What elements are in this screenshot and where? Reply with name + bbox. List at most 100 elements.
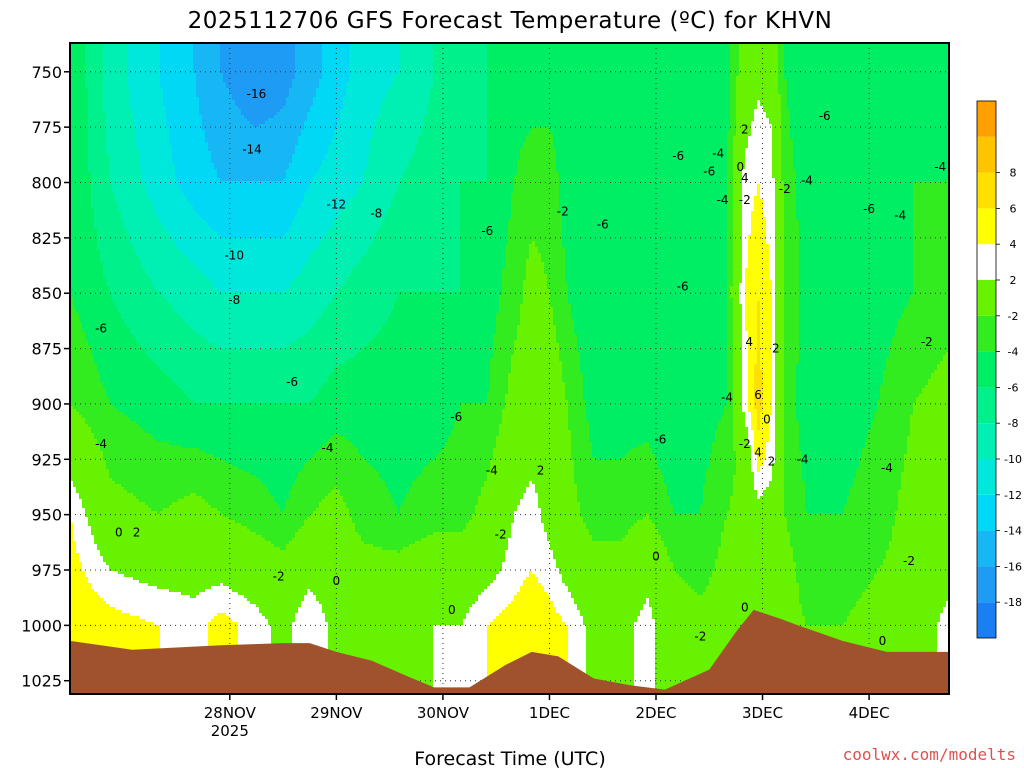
temperature-cell [562,583,566,623]
temperature-cell [856,469,860,602]
temperature-cell [472,403,476,515]
temperature-cell [640,610,644,694]
temperature-cell [172,310,176,383]
temperature-cell [268,118,272,182]
temperature-cell [106,286,110,398]
temperature-cell [439,625,443,694]
temperature-cell [94,439,98,545]
y-tick-label: 800 [31,174,62,193]
contour-label: -6 [286,375,298,389]
temperature-cell [544,43,548,128]
temperature-cell [505,550,509,608]
temperature-cell [457,412,461,533]
temperature-cell [358,262,362,353]
temperature-cell [757,472,761,500]
temperature-cell [661,475,665,542]
temperature-cell [175,445,179,503]
temperature-cell [568,592,572,694]
temperature-cell [250,43,254,125]
temperature-cell [505,43,509,245]
temperature-cell [406,166,410,293]
temperature-cell [220,73,224,182]
temperature-cell [361,43,365,185]
temperature-cell [292,280,296,344]
temperature-cell [808,43,812,515]
temperature-cell [175,502,179,593]
temperature-cell [424,115,428,293]
temperature-cell [676,574,680,694]
temperature-cell [130,244,134,335]
temperature-cell [925,181,929,386]
temperature-cell [139,262,143,347]
temperature-cell [85,577,89,694]
temperature-cell [133,250,137,338]
temperature-cell [493,334,497,449]
temperature-cell [439,451,443,533]
temperature-cell [385,322,389,488]
temperature-cell [211,454,215,509]
temperature-cell [316,508,320,602]
temperature-cell [655,460,659,530]
temperature-cell [184,43,188,197]
temperature-cell [280,109,284,182]
temperature-cell [286,403,290,500]
temperature-cell [106,469,110,566]
temperature-cell [202,451,206,500]
temperature-cell [925,43,929,182]
temperature-cell [409,160,413,293]
temperature-cell [106,154,110,287]
x-axis-label: Forecast Time (UTC) [414,748,605,768]
temperature-cell [604,541,608,694]
temperature-cell [277,547,281,694]
temperature-cell [286,289,290,347]
temperature-cell [124,229,128,326]
temperature-cell [169,238,173,305]
temperature-cell [349,517,353,694]
temperature-cell [562,622,566,694]
temperature-cell [475,43,479,182]
temperature-cell [871,43,875,422]
temperature-cell [466,181,470,404]
temperature-cell [142,349,146,431]
temperature-cell [292,484,296,539]
temperature-cell [916,181,920,398]
temperature-cell [244,349,248,404]
temperature-cell [583,523,587,626]
temperature-cell [682,580,686,694]
temperature-cell [544,274,548,533]
temperature-cell [313,454,317,512]
temperature-cell [118,313,122,413]
temperature-cell [502,268,506,410]
temperature-cell [121,574,125,614]
temperature-cell [475,181,479,404]
temperature-cell [934,181,938,371]
temperature-cell [262,538,266,617]
temperature-cell [652,619,656,694]
temperature-cell [820,514,824,626]
temperature-cell [298,337,302,404]
temperature-cell [889,541,893,694]
temperature-cell [166,508,170,590]
temperature-cell [319,388,323,449]
temperature-cell [100,556,104,599]
temperature-cell [655,529,659,694]
temperature-cell [307,187,311,260]
temperature-cell [304,193,308,266]
temperature-cell [175,43,179,182]
temperature-cell [691,514,695,590]
temperature-cell [100,382,104,452]
temperature-cell [523,142,527,281]
temperature-cell [370,544,374,694]
temperature-cell [376,232,380,335]
temperature-cell [178,43,182,188]
temperature-cell [100,43,104,263]
temperature-cell [526,259,530,488]
temperature-cell [130,577,134,617]
temperature-cell [403,172,407,293]
colorbar-label: -18 [1004,596,1022,609]
colorbar-swatch [977,136,996,173]
temperature-cell [169,445,173,506]
temperature-cell [379,478,383,548]
temperature-cell [475,403,479,506]
temperature-cell [565,43,569,284]
